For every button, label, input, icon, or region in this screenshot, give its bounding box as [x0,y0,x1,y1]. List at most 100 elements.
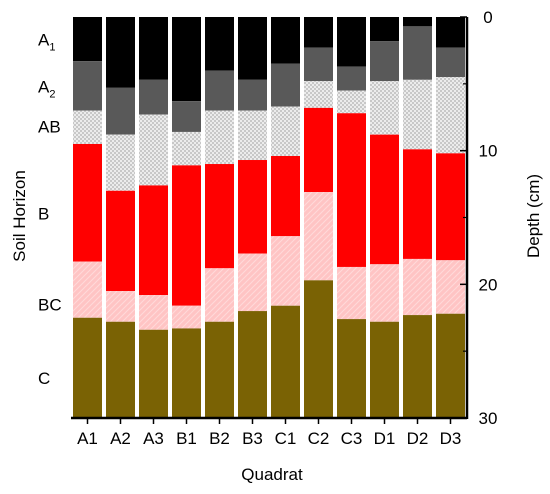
bar-segment-A1-A2 [73,61,102,111]
bar-segment-B1-BC [172,305,201,329]
soil-horizon-title: Soil Horizon [10,170,29,262]
bar-segment-D1-A1 [370,17,399,42]
bar-segment-A1-B [73,143,102,262]
bar-segment-A3-B [139,185,168,296]
bar-segment-B3-BC [238,253,267,312]
bar-segment-C1-BC [271,236,300,306]
y-tick-label-10: 10 [479,142,498,161]
x-tick-label-A3: A3 [143,429,164,448]
bar-segment-C2-BC [304,192,333,281]
bar-segment-A3-A2 [139,79,168,115]
y-tick-label-20: 20 [479,275,498,294]
bar-segment-C1-B [271,156,300,237]
bar-segment-A1-A1 [73,17,102,62]
bar-segment-D1-B [370,134,399,265]
bar-stack-C3 [337,17,366,418]
bar-segment-B1-A1 [172,17,201,102]
x-tick-label-D3: D3 [440,429,462,448]
bar-segment-A1-C [73,317,102,418]
y-axis-title: Depth (cm) [524,174,543,258]
bar-segment-C2-C [304,280,333,418]
x-tick-label-C3: C3 [341,429,363,448]
bar-segment-D1-C [370,321,399,418]
horizon-label-A2: A2 [38,78,55,101]
bar-stack-A3 [139,17,168,418]
bar-segment-A3-A1 [139,17,168,80]
bar-stack-C2 [304,17,333,418]
bar-segment-A3-AB [139,114,168,186]
bar-segment-B3-AB [238,110,267,161]
bar-stack-A1 [73,17,102,418]
bar-segment-A1-BC [73,261,102,318]
horizon-label-C: C [38,369,50,388]
bar-segment-D3-A2 [436,47,465,78]
x-tick-label-B2: B2 [209,429,230,448]
bar-segment-B3-C [238,311,267,418]
bar-segment-B3-A2 [238,79,267,111]
bar-stack-B3 [238,17,267,418]
bar-stack-B1 [172,17,201,418]
bar-segment-C2-AB [304,81,333,108]
bar-segment-C3-BC [337,266,366,320]
y-tick-label-30: 30 [479,409,498,428]
bar-segment-A2-BC [106,291,135,322]
bar-segment-A2-C [106,321,135,418]
axes-layer: A1 A2 A3 B1 B2 B3 C1 C2 C3 D1 D2 D3 0 10 20 30 [71,8,497,448]
x-tick-label-D2: D2 [407,429,429,448]
bar-segment-D3-BC [436,260,465,314]
bar-segment-D3-AB [436,77,465,154]
horizon-labels: A1 A2 AB B BC C [38,31,62,388]
bar-segment-B3-B [238,160,267,254]
bar-segment-B1-C [172,328,201,418]
x-tick-label-D1: D1 [374,429,396,448]
horizon-label-B: B [38,204,49,223]
bar-segment-D2-C [403,315,432,418]
bar-segment-C1-C [271,305,300,418]
bar-segment-D2-AB [403,79,432,150]
bar-segment-A2-B [106,190,135,292]
bar-segment-A2-A2 [106,87,135,135]
bar-segment-C1-A1 [271,17,300,64]
bar-segment-D3-C [436,313,465,418]
bar-segment-D1-BC [370,264,399,322]
x-tick-label-A2: A2 [110,429,131,448]
x-tick-label-B1: B1 [176,429,197,448]
bar-segment-D3-B [436,153,465,261]
bar-segment-B3-A1 [238,17,267,80]
bar-segment-D2-B [403,149,432,259]
bar-segment-D1-A2 [370,41,399,82]
bar-segment-B2-BC [205,268,234,322]
bar-segment-C3-A2 [337,66,366,91]
bar-segment-B2-A2 [205,70,234,111]
bar-segment-C1-A2 [271,63,300,107]
bars-layer [73,17,465,418]
bar-segment-C1-AB [271,106,300,157]
bar-segment-A3-BC [139,295,168,330]
bar-segment-B2-AB [205,110,234,165]
bar-stack-D3 [436,17,465,418]
bar-stack-D2 [403,17,432,418]
bar-segment-A1-AB [73,110,102,144]
horizon-label-BC: BC [38,295,62,314]
bar-segment-B1-A2 [172,101,201,132]
x-tick-label-C1: C1 [275,429,297,448]
x-tick-label-A1: A1 [77,429,98,448]
bar-segment-C2-A2 [304,47,333,82]
horizon-label-AB: AB [38,118,61,137]
bar-segment-A3-C [139,329,168,418]
bar-segment-A2-A1 [106,17,135,88]
bar-segment-D2-A2 [403,26,432,80]
x-tick-label-C2: C2 [308,429,330,448]
bar-segment-C2-B [304,107,333,193]
bar-segment-C3-A1 [337,17,366,67]
bar-stack-B2 [205,17,234,418]
bar-segment-D3-A1 [436,17,465,48]
bar-segment-D2-BC [403,258,432,316]
bar-segment-B2-A1 [205,17,234,71]
bar-segment-A2-AB [106,134,135,191]
bar-segment-C3-AB [337,90,366,114]
bar-segment-D2-A1 [403,17,432,27]
bar-segment-B2-C [205,321,234,418]
bar-stack-A2 [106,17,135,418]
